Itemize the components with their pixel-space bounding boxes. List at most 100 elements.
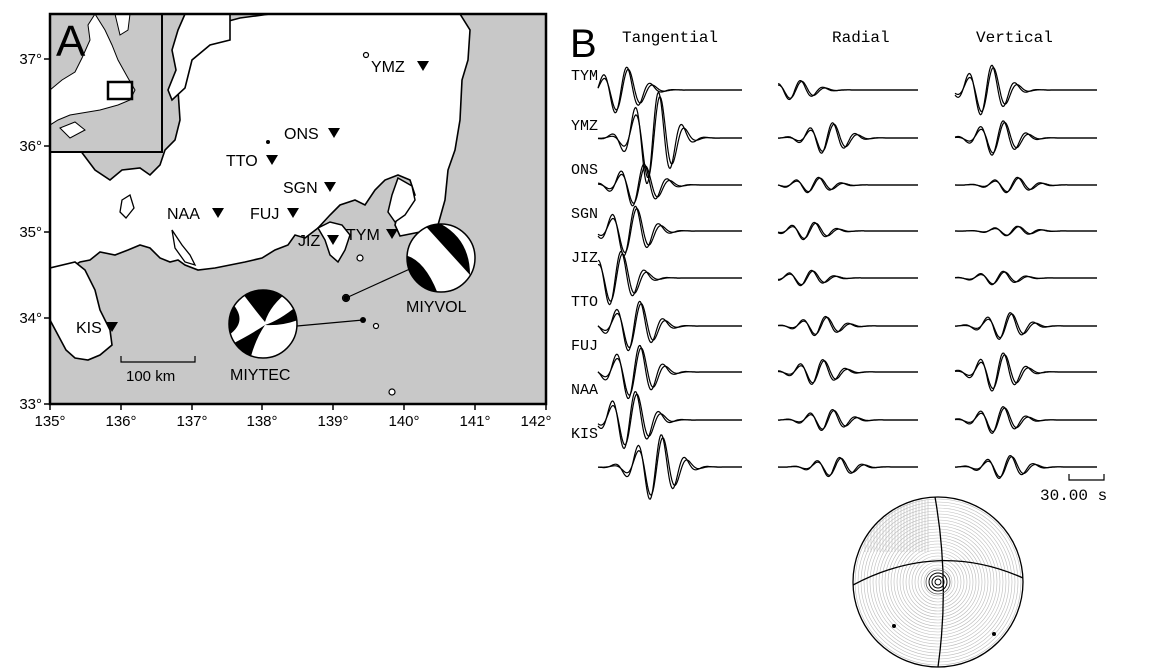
synthetic-waveform: [597, 207, 742, 254]
stereonet-contour: [887, 531, 989, 633]
station-label: KIS: [76, 320, 102, 337]
lon-tick-label: 140°: [388, 413, 419, 430]
event-label: MIYVOL: [406, 299, 467, 316]
synthetic-waveform: [598, 95, 742, 179]
time-scale-bar: 30.00 s: [1040, 474, 1107, 505]
stereonet-contour: [902, 546, 974, 618]
synthetic-waveform: [954, 407, 1097, 433]
synthetic-waveform: [598, 436, 742, 496]
synthetic-waveform: [955, 177, 1097, 193]
synthetic-waveform: [597, 253, 742, 302]
synthetic-waveform: [954, 66, 1097, 113]
scale-bar: 100 km: [120, 356, 196, 385]
lon-tick-label: 141°: [459, 413, 490, 430]
stereonet-contour: [884, 528, 992, 636]
station-triangle-icon: [328, 128, 340, 138]
stereonet-contour: [881, 525, 995, 639]
synthetic-waveform: [597, 302, 742, 349]
synthetic-waveform: [954, 121, 1097, 154]
synthetic-waveform: [597, 165, 742, 204]
stereonet-contour: [917, 561, 959, 603]
scale-bar-label: 100 km: [126, 368, 175, 385]
station-label: YMZ: [371, 59, 405, 76]
stereonet-contour: [863, 507, 1013, 657]
event-label: MIYTEC: [230, 367, 290, 384]
stereonet-contour: [899, 543, 977, 621]
lat-tick-label: 33°: [19, 396, 42, 413]
synthetic-waveform: [778, 457, 918, 476]
stereonet-contour: [893, 537, 983, 627]
synthetic-waveform: [777, 360, 918, 384]
synthetic-waveform: [955, 456, 1097, 478]
lat-tick-label: 34°: [19, 310, 42, 327]
map-frame: [48, 12, 548, 406]
synthetic-waveform: [955, 226, 1097, 236]
beachball-icon: [406, 223, 476, 293]
stereonet-contour: [878, 522, 998, 642]
station-triangle-icon: [324, 182, 336, 192]
station-label: TTO: [226, 153, 258, 170]
synthetic-waveform: [778, 80, 918, 99]
lon-axis: 135° 136° 137° 138° 139° 140° 141° 142°: [34, 404, 552, 430]
station-label: FUJ: [571, 338, 598, 355]
stereonet-contour: [911, 555, 965, 609]
station-label: ONS: [284, 126, 319, 143]
lon-tick-label: 139°: [317, 413, 348, 430]
station-label: TTO: [571, 294, 598, 311]
waveform-traces: [597, 64, 1097, 500]
lon-tick-label: 138°: [246, 413, 277, 430]
lon-tick-label: 135°: [34, 413, 65, 430]
column-header: Radial: [832, 29, 890, 47]
stereonet-contour: [905, 549, 971, 615]
station-label: JIZ: [298, 233, 320, 250]
station-label: SGN: [571, 206, 598, 223]
lat-tick-label: 36°: [19, 138, 42, 155]
synthetic-waveform: [954, 354, 1097, 390]
station-label: FUJ: [250, 206, 279, 223]
station-label: NAA: [571, 382, 598, 399]
synthetic-waveform: [777, 270, 918, 286]
station-label: SGN: [283, 180, 318, 197]
beachball-icon: [228, 289, 298, 359]
station-labels: TYM YMZ ONS SGN JIZ TTO FUJ NAA KIS: [571, 68, 598, 443]
lon-tick-label: 136°: [105, 413, 136, 430]
stereonet-contour: [923, 567, 953, 597]
column-header: Tangential: [622, 29, 718, 47]
synthetic-waveform: [777, 222, 918, 240]
panel-b-label: B: [570, 22, 597, 66]
station-label: NAA: [167, 206, 200, 223]
station-triangle-icon: [212, 208, 224, 218]
panel-a-label: A: [56, 17, 86, 66]
synthetic-waveform: [778, 123, 918, 152]
lat-axis: 37° 36° 35° 34° 33°: [19, 51, 50, 413]
lon-tick-label: 142°: [520, 413, 551, 430]
synthetic-waveform: [778, 316, 918, 335]
station-triangle-icon: [266, 155, 278, 165]
station-triangle-icon: [417, 61, 429, 71]
lon-tick-label: 137°: [176, 413, 207, 430]
station-triangle-icon: [287, 208, 299, 218]
synthetic-waveform: [955, 313, 1097, 339]
synthetic-waveform: [597, 68, 742, 111]
inset-study-area-box: [106, 80, 134, 101]
stations: YMZ ONS TTO SGN NAA FUJ JIZ TYM KIS: [76, 59, 429, 337]
synthetic-waveform: [597, 347, 742, 396]
lat-tick-label: 35°: [19, 224, 42, 241]
stereonet-contour: [908, 552, 968, 612]
stereonet-contour: [914, 558, 962, 606]
stereonet: [852, 496, 1024, 668]
lat-tick-label: 37°: [19, 51, 42, 68]
station-label: ONS: [571, 162, 598, 179]
station-label: KIS: [571, 426, 598, 443]
stereonet-circle: [852, 496, 1024, 668]
synthetic-waveform: [777, 177, 918, 193]
synthetic-waveform: [955, 271, 1097, 285]
station-triangle-icon: [106, 322, 118, 332]
stereonet-contour: [860, 504, 1016, 660]
station-triangle-icon: [386, 229, 398, 239]
inset-map: [49, 13, 163, 153]
station-label: TYM: [346, 227, 380, 244]
stereonet-contour: [920, 564, 956, 600]
station-label: JIZ: [571, 250, 598, 267]
